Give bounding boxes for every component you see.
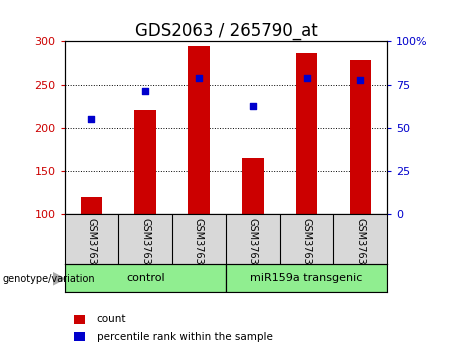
Bar [81,197,102,214]
Point [142,89,149,94]
Text: GSM37636: GSM37636 [194,218,204,271]
Polygon shape [53,273,65,285]
Text: miR159a transgenic: miR159a transgenic [250,273,363,283]
Point [357,77,364,83]
Point [195,75,203,80]
Title: GDS2063 / 265790_at: GDS2063 / 265790_at [135,22,317,40]
Bar [188,46,210,214]
Point [303,76,310,81]
Text: GSM37638: GSM37638 [355,218,366,271]
Text: percentile rank within the sample: percentile rank within the sample [97,332,273,342]
Text: control: control [126,273,165,283]
Text: count: count [97,315,126,324]
Bar [135,110,156,214]
Bar [242,158,264,214]
Text: GSM37637: GSM37637 [301,218,312,271]
Point [249,103,256,109]
Bar [65,264,226,292]
Text: GSM37635: GSM37635 [140,218,150,271]
Bar [296,52,317,214]
Text: genotype/variation: genotype/variation [2,274,95,284]
Bar [349,60,371,214]
Point [88,116,95,122]
Bar [226,264,387,292]
Text: GSM37633: GSM37633 [86,218,96,271]
Text: GSM37634: GSM37634 [248,218,258,271]
